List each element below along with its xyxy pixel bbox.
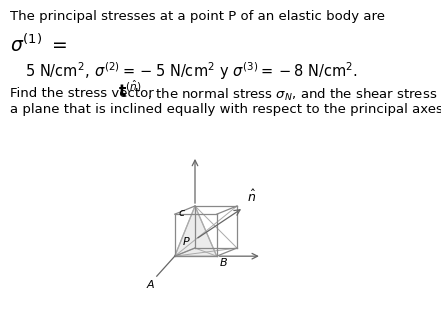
Polygon shape [175,206,217,256]
Text: $\hat{n}$: $\hat{n}$ [247,189,256,205]
Text: A: A [146,280,154,290]
Text: The principal stresses at a point P of an elastic body are: The principal stresses at a point P of a… [10,10,385,23]
Text: P: P [183,238,190,248]
Text: $\mathbf{t}^{(\hat{n})}$: $\mathbf{t}^{(\hat{n})}$ [118,80,142,101]
Text: $5\ \mathrm{N/cm}^2,\,\sigma^{(2)}=-5\ \mathrm{N/cm}^2\ \mathrm{y}\ \sigma^{(3)}: $5\ \mathrm{N/cm}^2,\,\sigma^{(2)}=-5\ \… [25,60,358,82]
Text: B: B [220,258,228,268]
Text: a plane that is inclined equally with respect to the principal axes.: a plane that is inclined equally with re… [10,103,441,116]
Text: Find the stress vector: Find the stress vector [10,87,154,100]
Text: c: c [179,208,185,218]
Text: $\sigma^{(1)}\ =$: $\sigma^{(1)}\ =$ [10,34,67,56]
Text: , the normal stress $\sigma_N$, and the shear stress $\sigma_T$ for: , the normal stress $\sigma_N$, and the … [147,87,441,103]
